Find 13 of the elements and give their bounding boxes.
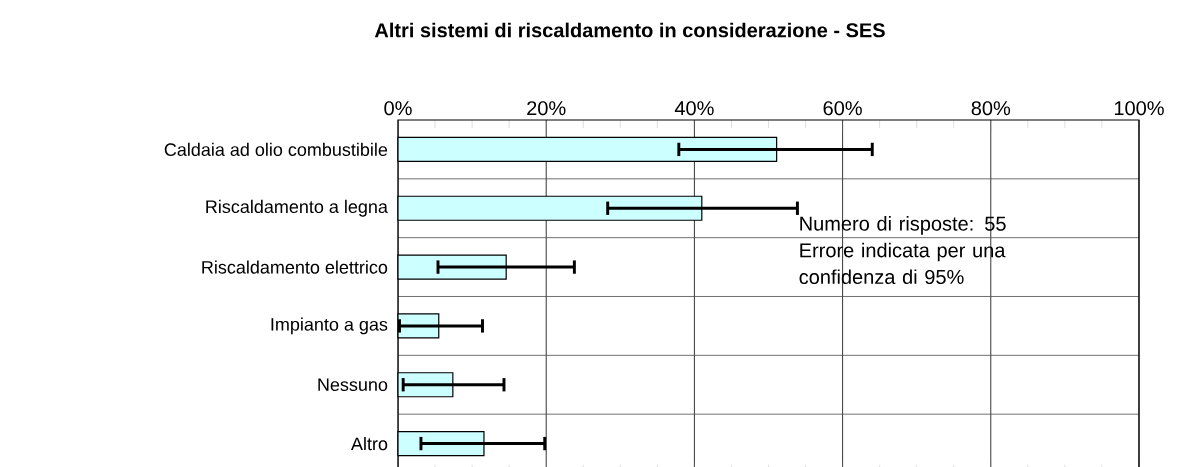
y-tick-label: Impianto a gas xyxy=(271,317,388,335)
x-tick-label: 0% xyxy=(384,101,412,116)
x-tick-label: 60% xyxy=(823,101,862,116)
chart-title: Altri sistemi di riscaldamento in considerazione - SES xyxy=(374,22,885,38)
x-tick-label: 100% xyxy=(1114,101,1164,116)
y-tick-label: Nessuno xyxy=(318,378,388,392)
y-tick-label: Caldaia ad olio combustibile xyxy=(164,142,388,157)
x-tick-label: 80% xyxy=(971,101,1011,116)
y-tick-label: Altro xyxy=(350,436,388,451)
x-tick-label: 20% xyxy=(527,101,566,116)
y-tick-label: Riscaldamento elettrico xyxy=(202,260,388,274)
x-tick-label: 40% xyxy=(674,101,714,116)
y-tick-label: Riscaldamento a legna xyxy=(206,199,388,217)
